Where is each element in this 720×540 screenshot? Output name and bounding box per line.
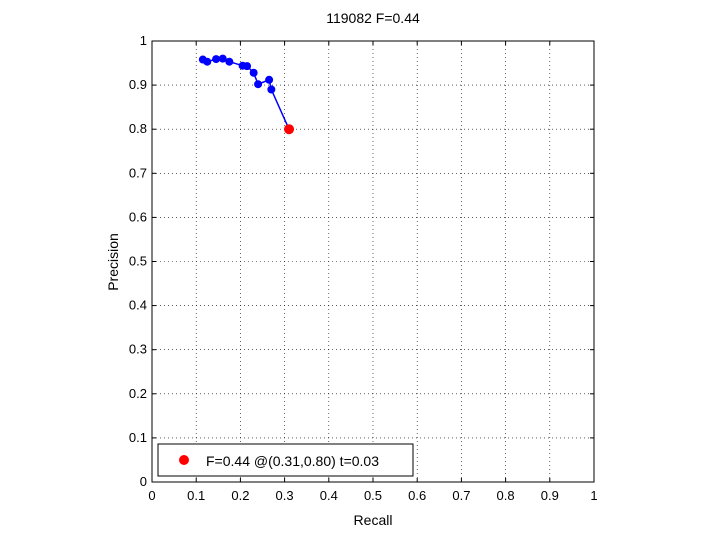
x-tick-label: 0 xyxy=(148,488,155,503)
x-tick-label: 0.8 xyxy=(497,488,515,503)
y-tick-label: 0.6 xyxy=(129,209,147,224)
x-tick-label: 0.5 xyxy=(364,488,382,503)
x-tick-label: 0.4 xyxy=(320,488,338,503)
y-tick-label: 0.3 xyxy=(129,342,147,357)
precision-recall-point xyxy=(212,55,221,64)
precision-recall-point xyxy=(254,80,263,89)
y-tick-label: 0.8 xyxy=(129,121,147,136)
y-tick-label: 0.7 xyxy=(129,165,147,180)
precision-recall-point xyxy=(225,57,234,66)
y-tick-label: 0.9 xyxy=(129,77,147,92)
x-tick-label: 1 xyxy=(590,488,597,503)
best-f-point xyxy=(284,124,295,135)
grid-lines xyxy=(152,41,594,482)
precision-recall-point xyxy=(218,54,227,63)
plot-frame xyxy=(151,40,595,483)
precision-recall-point xyxy=(203,57,212,66)
axis-ticks: 0 0.1 0.2 0.3 0.4 0.5 0.6 0.7 0.8 0.9 1 0 0.1 0.2 0.3 0… xyxy=(129,33,598,503)
x-tick-label: 0.6 xyxy=(408,488,426,503)
y-tick-label: 1 xyxy=(140,33,147,48)
legend-marker xyxy=(179,455,189,465)
chart-title: 119082 F=0.44 xyxy=(326,10,420,26)
y-tick-label: 0.1 xyxy=(129,430,147,445)
x-tick-label: 0.7 xyxy=(452,488,470,503)
y-tick-label: 0.2 xyxy=(129,386,147,401)
y-tick-label: 0.5 xyxy=(129,254,147,269)
x-tick-label: 0.3 xyxy=(276,488,294,503)
y-tick-label: 0 xyxy=(140,474,147,489)
y-axis-label: Precision xyxy=(105,233,121,291)
x-tick-label: 0.9 xyxy=(541,488,559,503)
legend-box xyxy=(157,443,414,477)
x-tick-label: 0.2 xyxy=(231,488,249,503)
x-axis-label: Recall xyxy=(354,512,393,528)
precision-recall-point xyxy=(249,68,258,77)
precision-recall-point xyxy=(267,85,276,94)
legend: F=0.44 @(0.31,0.80) t=0.03 xyxy=(157,443,414,477)
data-series xyxy=(198,54,295,135)
x-tick-label: 0.1 xyxy=(187,488,205,503)
legend-label: F=0.44 @(0.31,0.80) t=0.03 xyxy=(206,453,379,469)
y-tick-label: 0.4 xyxy=(129,298,147,313)
precision-recall-point xyxy=(243,62,252,71)
precision-recall-point xyxy=(265,75,274,84)
